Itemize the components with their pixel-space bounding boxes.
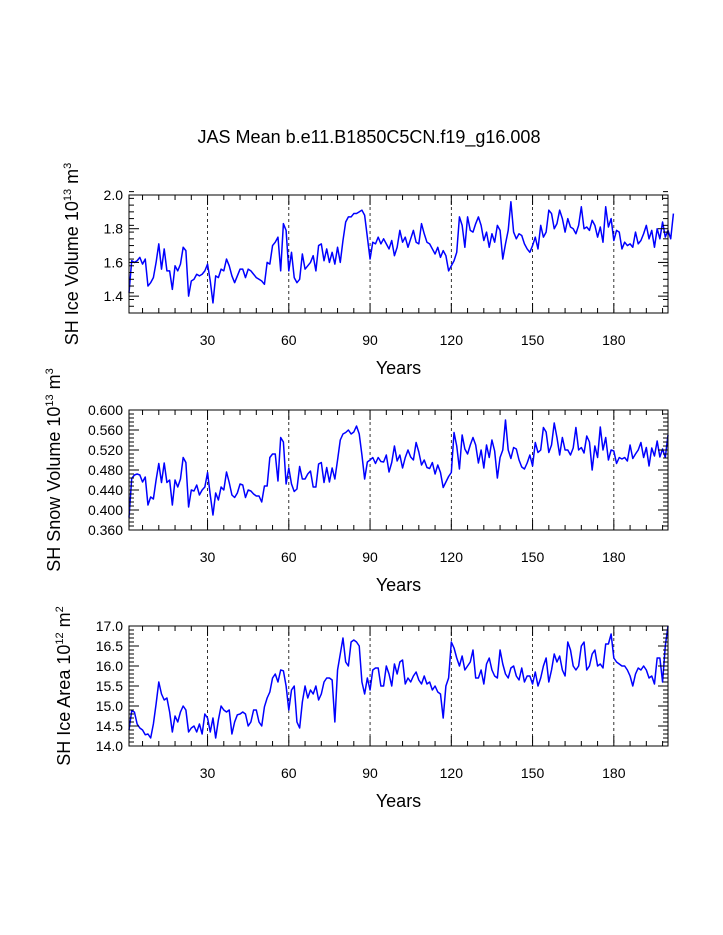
y-tick-label: 0.520 (88, 442, 123, 458)
y-tick-label: 15.0 (96, 698, 123, 714)
x-tick-label: 90 (362, 332, 378, 348)
x-axis-label: Years (376, 358, 421, 378)
x-tick-label: 120 (440, 765, 464, 781)
y-tick-label: 16.5 (96, 638, 123, 654)
y-tick-label: 1.8 (104, 221, 124, 237)
y-tick-label: 1.6 (104, 254, 124, 270)
x-tick-label: 60 (281, 549, 297, 565)
y-axis-label: SH Snow Volume 1013 m3 (44, 368, 64, 571)
y-axis-label-exponent: 13 (62, 189, 74, 201)
y-axis-label: SH Ice Volume 1013 m3 (62, 163, 82, 345)
x-tick-label: 90 (362, 765, 378, 781)
y-tick-label: 14.0 (96, 738, 123, 754)
y-tick-label: 1.4 (104, 288, 124, 304)
plot-frame (128, 409, 669, 531)
x-axis-label: Years (376, 575, 421, 595)
y-tick-label: 0.480 (88, 462, 123, 478)
y-tick-label: 16.0 (96, 658, 123, 674)
y-tick-label: 0.400 (88, 502, 123, 518)
y-axis-label-unit-exponent: 2 (54, 606, 66, 612)
x-tick-label: 30 (200, 765, 216, 781)
x-tick-label: 150 (521, 332, 545, 348)
y-axis-label-exponent: 12 (54, 632, 66, 644)
y-axis-label-exponent: 13 (44, 394, 56, 406)
y-tick-label: 0.440 (88, 482, 123, 498)
x-tick-label: 150 (521, 549, 545, 565)
x-tick-label: 60 (281, 332, 297, 348)
chart-title: JAS Mean b.e11.B1850C5CN.f19_g16.008 (198, 127, 541, 148)
y-axis-label-main: SH Ice Area 10 (54, 645, 74, 766)
x-axis-label: Years (376, 791, 421, 811)
y-tick-label: 17.0 (96, 618, 123, 634)
panel-snow-volume: 30 60 90 120 150 180 0.360 0.400 0.440 0.480 0.520… (44, 368, 669, 595)
y-axis-label-unit: m (54, 612, 74, 632)
x-tick-label: 30 (200, 549, 216, 565)
y-axis-label-unit-exponent: 3 (44, 368, 56, 374)
x-tick-label: 90 (362, 549, 378, 565)
y-axis-label-unit-exponent: 3 (62, 163, 74, 169)
x-tick-label: 120 (440, 332, 464, 348)
plot-frame (128, 194, 669, 314)
x-tick-label: 30 (200, 332, 216, 348)
series-line (128, 625, 669, 739)
y-axis-label-main: SH Snow Volume 10 (44, 407, 64, 572)
x-tick-label: 60 (281, 765, 297, 781)
y-axis-label: SH Ice Area 1012 m2 (54, 606, 74, 765)
y-tick-label: 0.600 (88, 402, 123, 418)
x-tick-label: 150 (521, 765, 545, 781)
x-tick-label: 180 (602, 765, 626, 781)
x-tick-label: 120 (440, 549, 464, 565)
y-axis-label-unit: m (62, 169, 82, 189)
y-axis-label-main: SH Ice Volume 10 (62, 201, 82, 345)
y-axis-label-unit: m (44, 374, 64, 394)
panel-ice-area: 30 60 90 120 150 180 14.0 14.5 15.0 15.5 16.0 16.5 1… (54, 606, 669, 811)
y-tick-label: 0.360 (88, 522, 123, 538)
y-tick-label: 14.5 (96, 718, 123, 734)
y-tick-label: 2.0 (104, 187, 124, 203)
y-tick-label: 0.560 (88, 422, 123, 438)
series-line (128, 419, 669, 518)
series-line (128, 200, 675, 304)
y-tick-label: 15.5 (96, 678, 123, 694)
x-tick-label: 180 (602, 549, 626, 565)
panel-ice-volume: 30 60 90 120 150 180 1.4 1.6 1.8 2.0 Years SH Ice V… (62, 163, 675, 378)
x-tick-label: 180 (602, 332, 626, 348)
